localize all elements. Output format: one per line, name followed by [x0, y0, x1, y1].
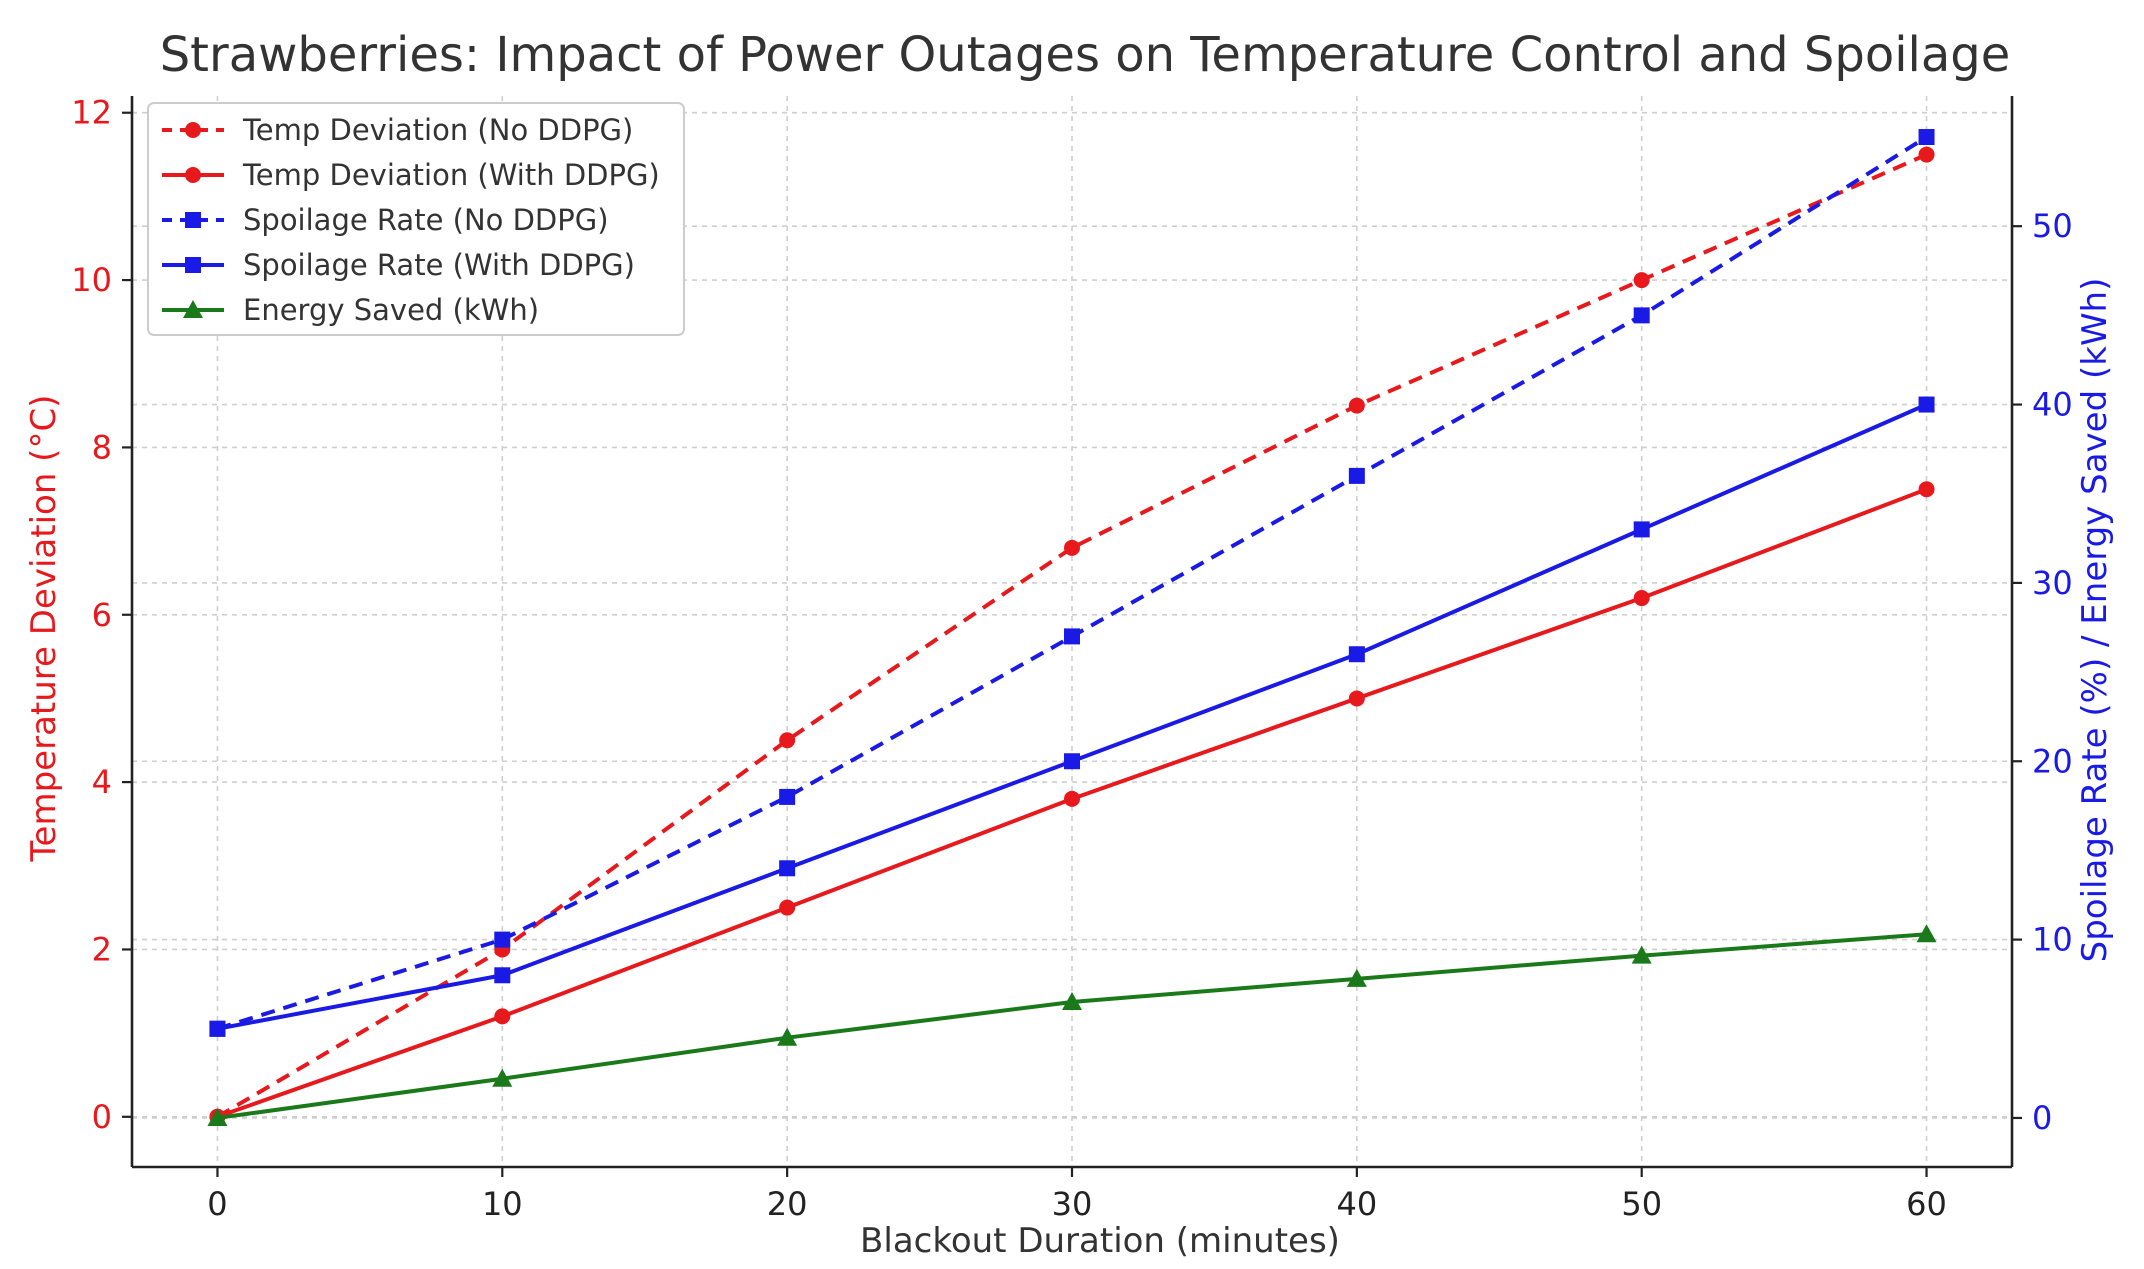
data-point [1633, 590, 1650, 607]
data-point [1633, 307, 1650, 324]
data-point [1064, 790, 1080, 807]
y-right-tick-label: 0 [2032, 1099, 2052, 1137]
data-point [1348, 397, 1365, 414]
series-4 [209, 396, 1935, 1037]
series-2 [209, 481, 1935, 1125]
legend-label: Energy Saved (kWh) [243, 293, 539, 327]
x-tick-label: 40 [1336, 1185, 1377, 1223]
x-tick-label: 60 [1906, 1185, 1947, 1223]
data-point [779, 788, 796, 805]
data-point [1348, 467, 1365, 484]
data-point [1064, 539, 1080, 556]
legend-marker [183, 300, 203, 318]
series-3 [209, 129, 1935, 1037]
data-point [1918, 396, 1935, 413]
data-point [1631, 945, 1652, 964]
y-left-tick-label: 12 [71, 94, 112, 132]
legend-label: Temp Deviation (With DDPG) [242, 158, 660, 192]
data-point [1348, 690, 1365, 707]
data-point [1064, 628, 1080, 645]
y-right-tick-label: 10 [2032, 921, 2073, 959]
y-right-tick-label: 50 [2032, 207, 2073, 245]
x-tick-label: 10 [482, 1185, 523, 1223]
y-right-tick-label: 40 [2032, 386, 2073, 424]
data-point [494, 967, 511, 984]
data-point [494, 1008, 511, 1025]
legend-label: Spoilage Rate (No DDPG) [243, 203, 609, 237]
data-point [1062, 992, 1082, 1011]
legend-item: Temp Deviation (With DDPG) [162, 158, 660, 192]
x-tick-label: 50 [1621, 1185, 1662, 1223]
y-right-tick-label: 20 [2032, 742, 2073, 780]
data-point [1633, 521, 1650, 538]
data-point [207, 1107, 228, 1126]
data-point [1916, 924, 1937, 943]
data-point [1918, 129, 1935, 146]
y-left-tick-label: 10 [71, 261, 112, 299]
data-point [1918, 481, 1935, 498]
data-point [1348, 646, 1365, 663]
data-point [779, 732, 796, 749]
series-5 [207, 924, 1937, 1126]
right-y-axis-label: Spoilage Rate (%) / Energy Saved (kWh) [2075, 278, 2115, 963]
legend-frame [147, 102, 685, 336]
y-left-tick-label: 0 [92, 1098, 112, 1136]
legend-marker [185, 167, 201, 183]
legend-item: Temp Deviation (No DDPG) [162, 113, 633, 147]
legend: Temp Deviation (No DDPG) Temp Deviation (… [147, 102, 685, 336]
legend-marker [185, 122, 201, 138]
y-left-tick-label: 6 [92, 596, 112, 634]
legend-marker [185, 212, 201, 228]
data-point [494, 931, 511, 948]
data-point [1918, 146, 1935, 163]
data-point [779, 899, 796, 916]
x-axis-label: Blackout Duration (minutes) [860, 1221, 1340, 1261]
data-point [209, 1020, 226, 1037]
data-point [492, 1068, 513, 1087]
ticks: 0 10 20 30 40 50 60 0 2 4 6 8 10 12 0 10 20 30 40 50 [71, 94, 2072, 1223]
left-y-axis-label: Temperature Deviation (°C) [24, 395, 64, 863]
data-point [779, 860, 796, 877]
legend-item: Spoilage Rate (No DDPG) [162, 203, 609, 237]
y-left-tick-label: 2 [92, 930, 112, 968]
legend-item: Spoilage Rate (With DDPG) [162, 248, 635, 282]
x-tick-label: 0 [207, 1185, 227, 1223]
chart-title: Strawberries: Impact of Power Outages on… [160, 27, 2011, 83]
data-point [1064, 753, 1080, 770]
y-left-tick-label: 4 [92, 763, 112, 801]
legend-label: Spoilage Rate (With DDPG) [243, 248, 635, 282]
legend-marker [185, 257, 201, 273]
y-left-tick-label: 8 [92, 428, 112, 466]
y-right-tick-label: 30 [2032, 564, 2073, 602]
legend-item: Energy Saved (kWh) [162, 293, 539, 327]
x-tick-label: 30 [1052, 1185, 1093, 1223]
data-point [1346, 968, 1367, 987]
legend-label: Temp Deviation (No DDPG) [242, 113, 633, 147]
x-tick-label: 20 [767, 1185, 808, 1223]
data-point [1633, 272, 1650, 289]
data-point [777, 1027, 798, 1046]
series-group [207, 129, 1937, 1126]
